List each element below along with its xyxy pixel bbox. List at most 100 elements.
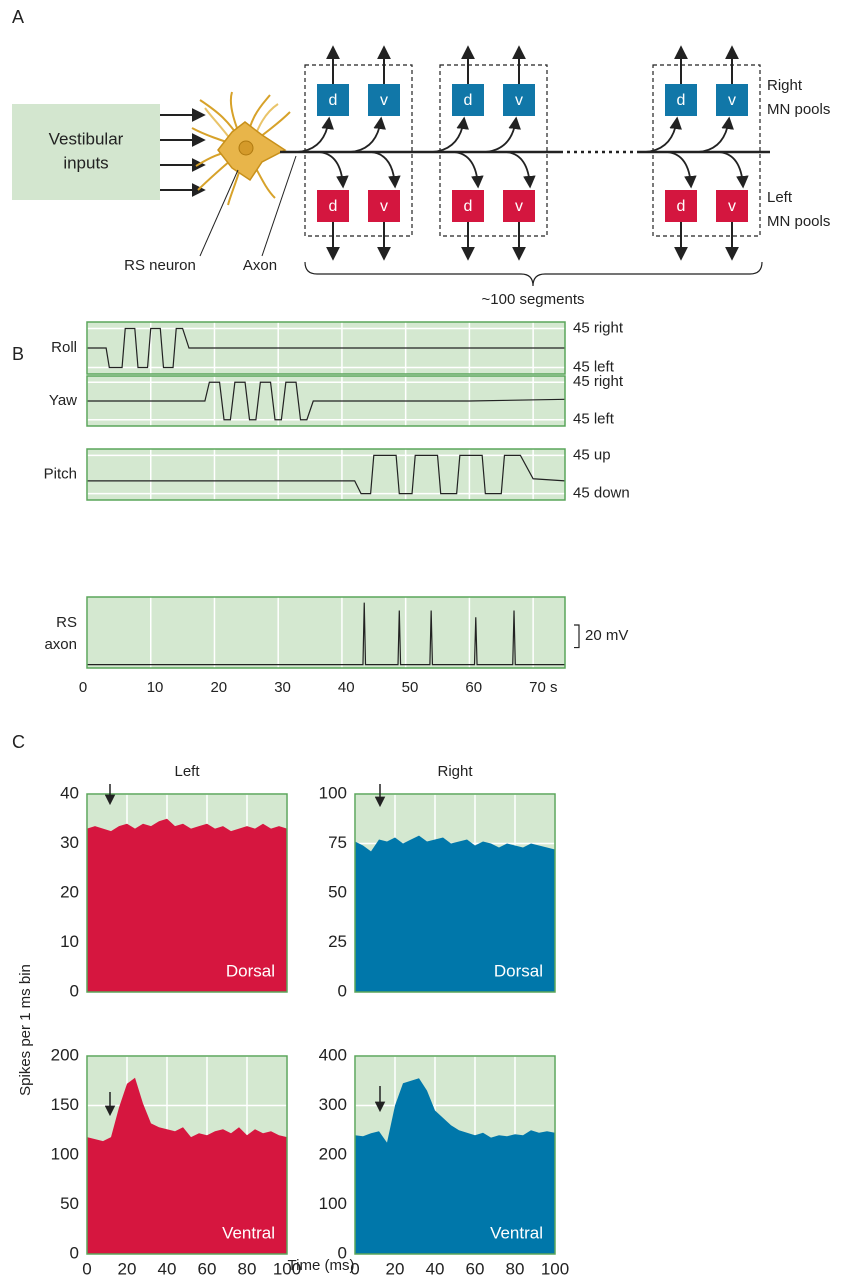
column-title: Left bbox=[174, 763, 200, 780]
scale-bar bbox=[574, 624, 580, 649]
y-tick-label: 20 bbox=[60, 882, 79, 901]
mn-box-left bbox=[665, 190, 697, 222]
y-tick-label: 30 bbox=[60, 833, 79, 852]
x-tick-label: 10 bbox=[147, 679, 164, 696]
arrows bbox=[104, 784, 386, 1117]
branch bbox=[453, 151, 484, 189]
y-tick-label: 45 up bbox=[573, 446, 611, 463]
mn-label: v bbox=[515, 198, 523, 215]
y-tick-label: 300 bbox=[319, 1095, 347, 1114]
y-tick-label: 0 bbox=[70, 981, 79, 1000]
mn-label: v bbox=[380, 92, 388, 109]
input-label: inputs bbox=[63, 153, 108, 172]
trace-label: axon bbox=[44, 636, 77, 653]
area bbox=[355, 835, 555, 992]
branch bbox=[718, 151, 749, 189]
chart-annotation: Ventral bbox=[490, 1223, 543, 1242]
trace bbox=[87, 602, 565, 666]
x-tick-label: 0 bbox=[82, 1259, 91, 1278]
x-tick-label: 70 s bbox=[529, 679, 557, 696]
x-tick-label: 20 bbox=[210, 679, 227, 696]
plot-border bbox=[86, 596, 566, 669]
trace-label: Pitch bbox=[44, 465, 77, 482]
y-tick-label: 200 bbox=[319, 1144, 347, 1163]
nucleus bbox=[238, 140, 254, 156]
y-tick-label: 0 bbox=[70, 1243, 79, 1262]
branch bbox=[666, 151, 697, 189]
mn-box-right bbox=[665, 84, 697, 116]
y-axis-label: Spikes per 1 ms bin bbox=[17, 964, 34, 1096]
y-tick-label: 0 bbox=[338, 1243, 347, 1262]
mn-label: d bbox=[464, 92, 473, 109]
x-tick-label: 40 bbox=[338, 679, 355, 696]
trace-label: Roll bbox=[51, 339, 77, 356]
branch bbox=[296, 116, 334, 153]
mn-label: d bbox=[329, 198, 338, 215]
mn-box-left bbox=[452, 190, 484, 222]
chart-annotation: Dorsal bbox=[226, 961, 275, 980]
x-tick-label: 30 bbox=[274, 679, 291, 696]
mn-box-left bbox=[317, 190, 349, 222]
y-tick-label: 10 bbox=[60, 932, 79, 951]
x-tick-label: 0 bbox=[79, 679, 87, 696]
y-tick-label: 45 right bbox=[573, 373, 624, 390]
y-tick-label: 25 bbox=[328, 932, 347, 951]
mn-label: d bbox=[677, 198, 686, 215]
plot-background bbox=[87, 597, 565, 668]
y-tick-label: 45 right bbox=[573, 319, 624, 336]
y-tick-label: 45 down bbox=[573, 485, 630, 502]
y-tick-label: 100 bbox=[51, 1144, 79, 1163]
y-tick-label: 50 bbox=[60, 1194, 79, 1213]
mn-box-left bbox=[716, 190, 748, 222]
pool-label: MN pools bbox=[767, 101, 830, 118]
mn-label: d bbox=[329, 92, 338, 109]
pointer bbox=[261, 155, 297, 257]
y-tick-label: 50 bbox=[328, 882, 347, 901]
y-tick-label: 100 bbox=[319, 1194, 347, 1213]
branch bbox=[431, 116, 469, 153]
x-tick-label: 40 bbox=[426, 1259, 445, 1278]
x-tick-label: 0 bbox=[350, 1259, 359, 1278]
y-tick-label: 40 bbox=[60, 783, 79, 802]
x-tick-label: 80 bbox=[506, 1259, 525, 1278]
y-tick-label: 75 bbox=[328, 833, 347, 852]
y-tick-label: 0 bbox=[338, 981, 347, 1000]
branch bbox=[370, 151, 401, 189]
mn-label: v bbox=[728, 92, 736, 109]
y-tick-label: 45 left bbox=[573, 358, 615, 375]
pool-label: MN pools bbox=[767, 213, 830, 230]
area bbox=[87, 818, 287, 992]
branch bbox=[318, 151, 349, 189]
x-tick-label: 40 bbox=[158, 1259, 177, 1278]
branch bbox=[484, 116, 521, 153]
mn-box-right bbox=[317, 84, 349, 116]
plot-border bbox=[354, 1055, 556, 1255]
axon-label: Axon bbox=[243, 257, 277, 274]
pool-label: Left bbox=[767, 189, 793, 206]
chart-annotation: Ventral bbox=[222, 1223, 275, 1242]
branch bbox=[349, 116, 386, 153]
panel-label: B bbox=[12, 344, 24, 364]
x-tick-label: 80 bbox=[238, 1259, 257, 1278]
plot-border bbox=[86, 448, 566, 501]
plot-border bbox=[86, 321, 566, 375]
y-tick-label: 200 bbox=[51, 1045, 79, 1064]
neuron-label: RS neuron bbox=[124, 257, 196, 274]
y-tick-label: 100 bbox=[319, 783, 347, 802]
plot-background bbox=[87, 449, 565, 500]
input-arrows bbox=[160, 108, 206, 197]
branch bbox=[644, 116, 682, 153]
chart-annotation: Dorsal bbox=[494, 961, 543, 980]
mn-box-right bbox=[368, 84, 400, 116]
x-tick-label: 100 bbox=[541, 1259, 569, 1278]
trace bbox=[87, 327, 565, 369]
mn-label: d bbox=[677, 92, 686, 109]
x-axis-label: Time (ms) bbox=[288, 1257, 355, 1274]
trace-label: RS bbox=[56, 614, 77, 631]
mn-box-right bbox=[452, 84, 484, 116]
mn-label: v bbox=[380, 198, 388, 215]
pointer bbox=[199, 169, 239, 257]
mn-label: v bbox=[515, 92, 523, 109]
